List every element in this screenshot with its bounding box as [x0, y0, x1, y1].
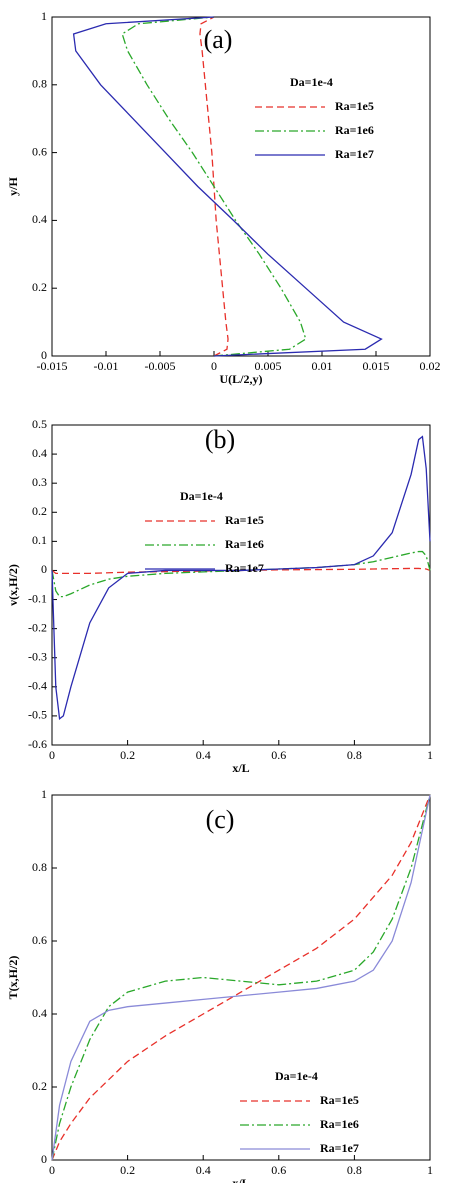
- x-tick-label: 1: [427, 748, 433, 762]
- x-tick-label: 0: [49, 748, 55, 762]
- x-tick-label: 0.4: [196, 1163, 211, 1177]
- legend-label: Ra=1e7: [335, 147, 374, 161]
- y-tick-label: 0.2: [32, 280, 47, 294]
- x-tick-label: -0.01: [94, 359, 119, 373]
- y-tick-label: 0: [41, 348, 47, 362]
- plot-frame: [51, 424, 431, 746]
- y-tick-label: 0.6: [32, 933, 47, 947]
- y-tick-label: 1: [41, 787, 47, 801]
- x-tick-label: -0.015: [37, 359, 68, 373]
- y-tick-label: 0.2: [32, 1079, 47, 1093]
- x-tick-label: 0.02: [420, 359, 441, 373]
- x-tick-label: 0.4: [196, 748, 211, 762]
- panel-label: (b): [205, 425, 235, 454]
- legend-title: Da=1e-4: [290, 75, 333, 89]
- y-tick-label: 0.1: [32, 533, 47, 547]
- legend-label: Ra=1e7: [320, 1141, 359, 1155]
- x-tick-label: 0.6: [271, 748, 286, 762]
- x-axis-label: x/L: [232, 761, 249, 775]
- x-tick-label: 0: [211, 359, 217, 373]
- panel-label: (a): [204, 25, 233, 54]
- y-tick-label: 0: [41, 562, 47, 576]
- x-tick-label: 0.2: [120, 748, 135, 762]
- legend-title: Da=1e-4: [275, 1069, 318, 1083]
- y-axis-label: v(x,H/2): [6, 564, 20, 606]
- plot-frame: [51, 16, 431, 357]
- data-line: [51, 435, 431, 721]
- y-axis-label: T(x,H/2): [6, 956, 20, 1000]
- legend-label: Ra=1e6: [320, 1117, 359, 1131]
- x-tick-label: 0: [49, 1163, 55, 1177]
- y-axis-label: y/H: [6, 177, 20, 196]
- y-tick-label: 0.5: [32, 417, 47, 431]
- y-tick-label: 0.4: [32, 212, 47, 226]
- x-tick-label: 0.2: [120, 1163, 135, 1177]
- legend-title: Da=1e-4: [180, 489, 223, 503]
- y-tick-label: 0.8: [32, 77, 47, 91]
- data-line: [51, 794, 431, 1161]
- y-tick-label: 0.4: [32, 446, 47, 460]
- legend-label: Ra=1e6: [225, 537, 264, 551]
- y-tick-label: 0.2: [32, 504, 47, 518]
- x-axis-label: U(L/2,y): [220, 372, 263, 386]
- x-tick-label: 0.6: [271, 1163, 286, 1177]
- legend-label: Ra=1e6: [335, 123, 374, 137]
- y-tick-label: 0.8: [32, 860, 47, 874]
- x-tick-label: 1: [427, 1163, 433, 1177]
- x-axis-label: x/L: [232, 1176, 249, 1183]
- x-tick-label: 0.005: [255, 359, 282, 373]
- y-tick-label: 0: [41, 1152, 47, 1166]
- panel-label: (c): [206, 805, 235, 834]
- x-tick-label: -0.005: [145, 359, 176, 373]
- y-tick-label: -0.3: [28, 649, 47, 663]
- x-tick-label: 0.01: [312, 359, 333, 373]
- data-line: [72, 16, 383, 357]
- legend-label: Ra=1e5: [225, 513, 264, 527]
- plot-frame: [51, 794, 431, 1161]
- x-tick-label: 0.015: [363, 359, 390, 373]
- data-line: [51, 794, 431, 1161]
- y-tick-label: -0.5: [28, 708, 47, 722]
- y-tick-label: -0.4: [28, 679, 47, 693]
- y-tick-label: -0.6: [28, 737, 47, 751]
- y-tick-label: 0.4: [32, 1006, 47, 1020]
- legend-label: Ra=1e5: [335, 99, 374, 113]
- y-tick-label: 0.3: [32, 475, 47, 489]
- x-tick-label: 0.8: [347, 748, 362, 762]
- y-tick-label: -0.1: [28, 591, 47, 605]
- data-line: [121, 16, 307, 357]
- y-tick-label: -0.2: [28, 620, 47, 634]
- y-tick-label: 0.6: [32, 144, 47, 158]
- x-tick-label: 0.8: [347, 1163, 362, 1177]
- y-tick-label: 1: [41, 9, 47, 23]
- legend-label: Ra=1e5: [320, 1093, 359, 1107]
- legend-label: Ra=1e7: [225, 561, 264, 575]
- data-line: [51, 794, 431, 1161]
